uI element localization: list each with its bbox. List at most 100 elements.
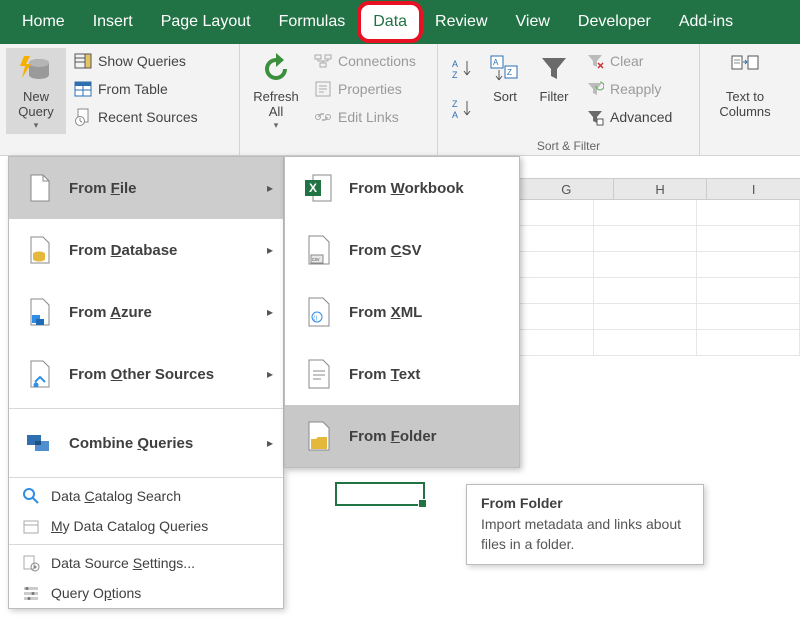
reapply-label: Reapply [610,81,661,97]
sub-from-folder[interactable]: From Folder [285,405,519,467]
edit-links-label: Edit Links [338,109,399,125]
menu-from-azure[interactable]: From Azure ▸ [9,281,283,343]
new-query-button[interactable]: New Query ▾ [6,48,66,134]
menu-from-other-label: From Other Sources [69,366,214,383]
tab-data[interactable]: Data [359,3,421,41]
column-headers: G H I [520,178,800,200]
reapply-icon [586,80,604,98]
edit-links-button[interactable]: Edit Links [308,104,422,130]
active-cell[interactable] [335,482,425,506]
tab-formulas[interactable]: Formulas [265,3,360,41]
svg-text:Z: Z [452,70,458,80]
sub-from-csv-label: From CSV [349,242,422,259]
search-icon [21,486,41,506]
database-lightning-icon [19,52,53,86]
text-to-columns-icon [728,52,762,86]
tab-addins[interactable]: Add-ins [665,3,747,41]
sort-filter-group-label: Sort & Filter [444,137,693,153]
sub-from-workbook[interactable]: X From Workbook [285,157,519,219]
xml-icon: ⟨⟩ [301,295,335,329]
combine-icon [23,427,55,459]
chevron-right-icon: ▸ [267,243,273,257]
menu-query-options[interactable]: Query Options [9,578,283,608]
sort-desc-button[interactable]: ZA [444,92,480,126]
col-head-h[interactable]: H [614,179,708,199]
chevron-right-icon: ▸ [267,436,273,450]
tab-page-layout[interactable]: Page Layout [147,3,265,41]
svg-text:A: A [452,110,458,120]
tooltip-body: Import metadata and links about files in… [481,515,689,554]
menu-data-source-settings[interactable]: Data Source Settings... [9,548,283,578]
from-table-button[interactable]: From Table [68,76,204,102]
file-azure-icon [23,296,55,328]
text-file-icon [301,357,335,391]
file-other-icon [23,358,55,390]
recent-sources-button[interactable]: Recent Sources [68,104,204,130]
menu-separator [9,477,283,478]
menu-my-catalog[interactable]: My Data Catalog Queries [9,511,283,541]
refresh-all-label: Refresh All [253,90,299,120]
text-to-columns-button[interactable]: Text to Columns [706,48,784,134]
sub-from-text[interactable]: From Text [285,343,519,405]
col-head-i[interactable]: I [707,179,800,199]
csv-icon: csv [301,233,335,267]
connections-icon [314,52,332,70]
queries-panel-icon [74,52,92,70]
menu-separator [9,544,283,545]
edit-links-icon [314,108,332,126]
tab-review[interactable]: Review [421,3,501,41]
filter-button[interactable]: Filter [530,48,578,134]
clear-label: Clear [610,53,643,69]
filter-icon [537,52,571,86]
col-head-g[interactable]: G [520,179,614,199]
svg-text:csv: csv [312,257,320,263]
clear-button[interactable]: Clear [580,48,678,74]
menu-from-other[interactable]: From Other Sources ▸ [9,343,283,405]
tab-insert[interactable]: Insert [79,3,147,41]
settings-icon [21,553,41,573]
tab-view[interactable]: View [502,3,564,41]
tab-developer[interactable]: Developer [564,3,665,41]
recent-sources-label: Recent Sources [98,109,198,125]
file-icon [23,172,55,204]
sub-from-folder-label: From Folder [349,428,437,445]
connections-button[interactable]: Connections [308,48,422,74]
sort-asc-button[interactable]: AZ [444,52,480,86]
menu-from-file[interactable]: From File ▸ [9,157,283,219]
menu-combine-queries[interactable]: Combine Queries ▸ [9,412,283,474]
ribbon-tabs: Home Insert Page Layout Formulas Data Re… [0,0,800,44]
new-query-menu: From File ▸ From Database ▸ From Azure ▸… [8,156,284,609]
svg-text:⟨⟩: ⟨⟩ [313,315,318,322]
menu-my-catalog-label: My Data Catalog Queries [51,518,208,534]
svg-text:A: A [452,59,458,69]
connections-label: Connections [338,53,416,69]
sub-from-text-label: From Text [349,366,420,383]
sub-from-csv[interactable]: csv From CSV [285,219,519,281]
show-queries-button[interactable]: Show Queries [68,48,204,74]
properties-icon [314,80,332,98]
from-file-submenu: X From Workbook csv From CSV ⟨⟩ From XML… [284,156,520,468]
sort-icon: AZ [488,52,522,86]
tab-home[interactable]: Home [8,3,79,41]
file-database-icon [23,234,55,266]
menu-settings-label: Data Source Settings... [51,555,195,571]
tooltip: From Folder Import metadata and links ab… [466,484,704,565]
advanced-button[interactable]: Advanced [580,104,678,130]
options-icon [21,583,41,603]
refresh-icon [259,52,293,86]
sub-from-workbook-label: From Workbook [349,180,464,197]
sub-from-xml[interactable]: ⟨⟩ From XML [285,281,519,343]
refresh-all-button[interactable]: Refresh All ▾ [246,48,306,134]
from-table-label: From Table [98,81,168,97]
svg-text:Z: Z [452,99,458,109]
menu-from-file-label: From File [69,180,137,197]
sort-label: Sort [493,90,517,105]
reapply-button[interactable]: Reapply [580,76,678,102]
menu-combine-label: Combine Queries [69,435,193,452]
properties-button[interactable]: Properties [308,76,422,102]
tooltip-title: From Folder [481,495,689,511]
menu-from-database[interactable]: From Database ▸ [9,219,283,281]
sort-button[interactable]: AZ Sort [482,48,528,134]
advanced-filter-icon [586,108,604,126]
menu-catalog-search[interactable]: Data Catalog Search [9,481,283,511]
